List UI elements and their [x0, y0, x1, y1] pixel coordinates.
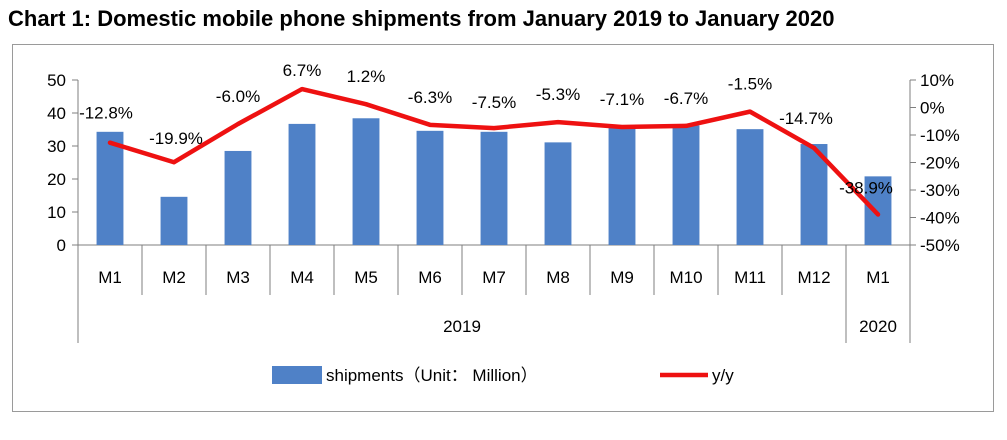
y-right-tick-label: 0% — [920, 99, 945, 118]
yoy-point — [556, 120, 560, 125]
x-tick-label: M9 — [610, 268, 634, 287]
yoy-data-label: -7.1% — [600, 90, 644, 109]
yoy-data-label: -5.3% — [536, 85, 580, 104]
yoy-point — [172, 160, 176, 165]
yoy-data-label: 6.7% — [283, 61, 322, 80]
data-labels: -12.8% -19.9% -6.0% 6.7% 1.2% -6.3% -7.5% -5.3%… — [79, 61, 893, 197]
x-tick-label: M10 — [669, 268, 702, 287]
y-left-tick-label: 30 — [47, 137, 66, 156]
y-right-tick-label: -30% — [920, 181, 960, 200]
bar — [160, 196, 188, 245]
x-group-label: 2019 — [443, 317, 481, 336]
bar — [96, 131, 124, 245]
yoy-data-label: -19.9% — [149, 129, 203, 148]
yoy-point — [300, 87, 304, 92]
legend-label-shipments: shipments（Unit： Million） — [326, 366, 538, 385]
bar — [800, 144, 828, 245]
yoy-data-label: -14.7% — [779, 109, 833, 128]
bar — [352, 118, 380, 245]
bar — [672, 125, 700, 245]
yoy-data-label: 1.2% — [347, 67, 386, 86]
x-tick-label: M11 — [734, 268, 766, 287]
bar — [736, 129, 764, 245]
legend-label-yoy: y/y — [712, 366, 734, 385]
bar — [224, 150, 252, 245]
bar — [416, 130, 444, 245]
yoy-data-label: -38.9% — [839, 178, 893, 197]
bar — [608, 125, 636, 245]
y-left-tick-label: 10 — [47, 203, 66, 222]
x-tick-label: M5 — [354, 268, 378, 287]
y-left-tick-label: 20 — [47, 170, 66, 189]
x-tick-label: M7 — [482, 268, 506, 287]
y-right-tick-label: 10% — [920, 71, 954, 90]
y-right-tick-label: -40% — [920, 209, 960, 228]
yoy-point — [108, 140, 112, 145]
yoy-data-label: -12.8% — [79, 104, 133, 123]
yoy-point — [492, 126, 496, 131]
x-tick-label: M2 — [162, 268, 186, 287]
legend: shipments（Unit： Million） y/y — [272, 366, 734, 385]
yoy-point — [620, 125, 624, 130]
yoy-data-label: -6.0% — [216, 87, 260, 106]
x-tick-label: M12 — [797, 268, 830, 287]
x-tick-label: M4 — [290, 268, 314, 287]
chart-title: Chart 1: Domestic mobile phone shipments… — [8, 6, 835, 31]
yoy-data-label: -1.5% — [728, 75, 772, 94]
x-tick-label: M1 — [98, 268, 122, 287]
yoy-point — [428, 122, 432, 127]
y-left-tick-label: 0 — [57, 236, 66, 255]
yoy-data-label: -6.3% — [408, 88, 452, 107]
y-left-tick-label: 40 — [47, 104, 66, 123]
y-right-tick-label: -20% — [920, 154, 960, 173]
x-tick-label: M1 — [866, 268, 890, 287]
yoy-point — [812, 145, 816, 150]
legend-swatch-shipments — [272, 366, 322, 384]
yoy-point — [876, 212, 880, 217]
chart-frame — [12, 44, 994, 412]
yoy-data-label: -6.7% — [664, 89, 708, 108]
yoy-point — [748, 109, 752, 114]
x-tick-label: M8 — [546, 268, 570, 287]
line-series — [107, 86, 881, 217]
bar-series — [96, 118, 892, 245]
axes: 0 10 20 30 40 50 -50% -40% -30% -20% -10% 0% 10% M1 M2… — [47, 71, 960, 343]
x-tick-label: M6 — [418, 268, 442, 287]
y-left-tick-label: 50 — [47, 71, 66, 90]
yoy-point — [364, 102, 368, 107]
bar — [544, 142, 572, 245]
yoy-point — [684, 123, 688, 128]
bar — [288, 123, 316, 245]
x-tick-label: M3 — [226, 268, 250, 287]
x-group-label: 2020 — [859, 317, 897, 336]
yoy-data-label: -7.5% — [472, 93, 516, 112]
yoy-point — [236, 122, 240, 126]
y-right-tick-label: -50% — [920, 236, 960, 255]
bar — [864, 176, 892, 245]
y-right-tick-label: -10% — [920, 126, 960, 145]
bar — [480, 131, 508, 245]
